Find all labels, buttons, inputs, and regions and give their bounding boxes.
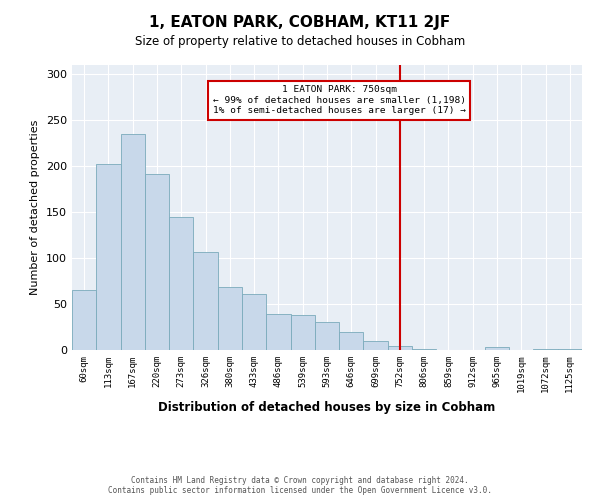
Bar: [96, 164, 121, 350]
Bar: [364, 341, 388, 350]
Bar: [533, 349, 558, 350]
Bar: [242, 294, 266, 350]
Bar: [266, 314, 290, 350]
Bar: [193, 252, 218, 350]
Bar: [72, 290, 96, 350]
Bar: [218, 286, 242, 350]
Bar: [290, 315, 315, 350]
Text: 1 EATON PARK: 750sqm
← 99% of detached houses are smaller (1,198)
1% of semi-det: 1 EATON PARK: 750sqm ← 99% of detached h…: [212, 85, 466, 115]
Y-axis label: Number of detached properties: Number of detached properties: [31, 120, 40, 295]
Bar: [339, 332, 364, 350]
Bar: [315, 322, 339, 350]
Bar: [558, 349, 582, 350]
Bar: [412, 349, 436, 350]
Bar: [169, 216, 193, 350]
Bar: [485, 347, 509, 350]
Text: Size of property relative to detached houses in Cobham: Size of property relative to detached ho…: [135, 35, 465, 48]
X-axis label: Distribution of detached houses by size in Cobham: Distribution of detached houses by size …: [158, 401, 496, 414]
Bar: [388, 346, 412, 350]
Bar: [121, 134, 145, 350]
Text: Contains HM Land Registry data © Crown copyright and database right 2024.
Contai: Contains HM Land Registry data © Crown c…: [108, 476, 492, 495]
Text: 1, EATON PARK, COBHAM, KT11 2JF: 1, EATON PARK, COBHAM, KT11 2JF: [149, 15, 451, 30]
Bar: [145, 174, 169, 350]
